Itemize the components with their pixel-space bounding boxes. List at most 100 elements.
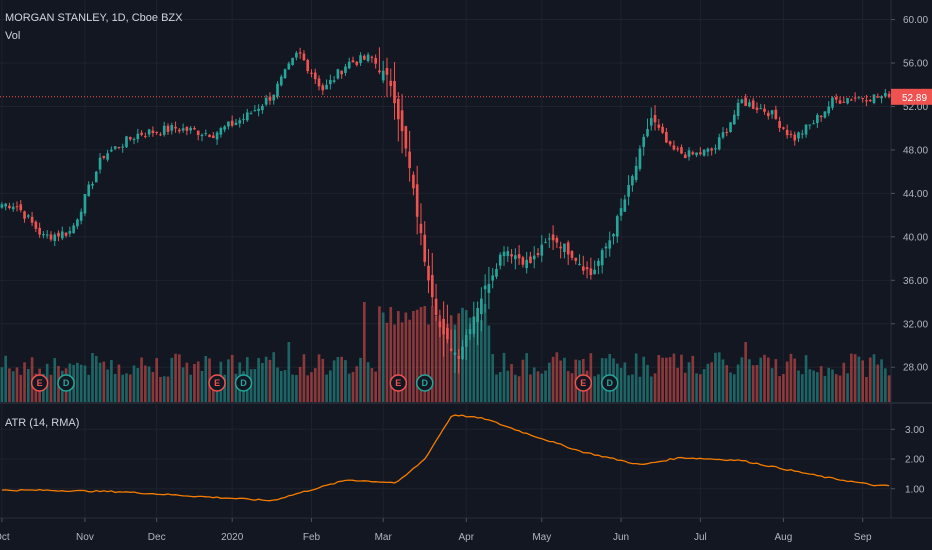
volume-bar xyxy=(283,370,287,402)
candle-body xyxy=(279,76,283,86)
volume-label[interactable]: Vol xyxy=(5,30,20,42)
candle-body xyxy=(370,56,374,58)
candle-body xyxy=(785,129,789,136)
candle-body xyxy=(789,134,793,136)
legend-main[interactable]: MORGAN STANLEY, 1D, Cboe BZX Vol xyxy=(5,12,183,42)
candle-body xyxy=(695,152,698,156)
candle-body xyxy=(706,148,710,152)
candle-body xyxy=(544,242,547,244)
candle-body xyxy=(121,146,125,148)
candle-body xyxy=(253,110,257,112)
volume-bar xyxy=(370,368,374,402)
grid-lines xyxy=(0,0,932,519)
candle-body xyxy=(272,94,276,101)
candle-body xyxy=(491,275,495,281)
candle-body xyxy=(597,260,600,266)
dividend-marker[interactable]: D xyxy=(415,374,434,392)
earnings-marker[interactable]: E xyxy=(30,374,49,392)
chart-title[interactable]: MORGAN STANLEY, 1D, Cboe BZX xyxy=(5,12,183,24)
candle-body xyxy=(668,141,672,145)
candle-body xyxy=(238,120,242,124)
volume-bar xyxy=(132,365,136,402)
volume-bar xyxy=(185,362,189,402)
earnings-marker[interactable]: E xyxy=(574,374,593,392)
candle-body xyxy=(219,128,223,135)
volume-bar xyxy=(778,376,781,402)
marker-label: E xyxy=(214,378,220,388)
volume-bar xyxy=(347,373,351,402)
candle-body xyxy=(8,205,11,209)
volume-bar xyxy=(710,362,713,402)
volume-bar xyxy=(695,373,698,402)
candle-body xyxy=(419,223,423,234)
candle-body xyxy=(408,151,411,169)
candle-body xyxy=(415,184,419,217)
candle-body xyxy=(298,52,302,54)
candle-body xyxy=(344,66,347,73)
volume-bar xyxy=(812,370,815,402)
volume-bar xyxy=(819,366,823,402)
price-axis[interactable]: 60.00 56.00 52.00 48.00 44.00 40.00 36.00 32.00… xyxy=(0,15,932,495)
volume-bar xyxy=(495,374,498,402)
volume-bar xyxy=(404,312,408,402)
candle-body xyxy=(529,256,532,263)
candle-body xyxy=(4,203,7,207)
time-axis[interactable]: Oct Nov Dec 2020 Feb Mar Apr May Jun Jul Aug Sep xyxy=(0,518,872,543)
candle-body xyxy=(812,123,815,125)
volume-bar xyxy=(680,354,683,402)
candle-body xyxy=(487,283,491,293)
candle-body xyxy=(87,184,91,197)
volume-bar xyxy=(559,360,562,402)
volume-bar xyxy=(287,342,291,402)
volume-bar xyxy=(140,357,143,402)
last-price-tag xyxy=(891,88,932,105)
volume-bar xyxy=(816,372,819,402)
dividend-marker[interactable]: D xyxy=(234,374,253,392)
atr-legend-label[interactable]: ATR (14, RMA) xyxy=(5,417,79,429)
candle-body xyxy=(710,148,713,151)
candle-body xyxy=(653,115,657,123)
candle-body xyxy=(683,154,687,159)
volume-bar xyxy=(166,376,170,402)
candle-body xyxy=(49,234,53,240)
candle-body xyxy=(26,215,30,217)
candle-body xyxy=(736,102,740,116)
candle-body xyxy=(740,99,744,103)
candle-body xyxy=(249,113,253,115)
volume-bar xyxy=(804,355,808,402)
volume-bar xyxy=(98,362,102,402)
volume-bar xyxy=(4,355,7,402)
candle-body xyxy=(446,327,449,340)
earnings-marker[interactable]: E xyxy=(389,374,408,392)
price-tick-label: 52.00 xyxy=(903,102,928,113)
volume-bar xyxy=(291,374,294,402)
volume-bar xyxy=(827,367,831,402)
marker-circle xyxy=(234,374,253,392)
earnings-marker[interactable]: E xyxy=(208,374,226,392)
candle-body xyxy=(453,352,457,355)
volume-bar xyxy=(306,375,310,402)
volume-bar xyxy=(502,352,506,402)
volume-bar xyxy=(740,357,744,402)
dividend-marker[interactable]: D xyxy=(600,374,619,392)
candle-body xyxy=(559,246,562,249)
candle-body xyxy=(34,221,38,229)
candle-body xyxy=(295,52,298,58)
candle-body xyxy=(291,57,294,65)
volume-bar xyxy=(336,357,340,402)
marker-label: E xyxy=(580,378,586,388)
candle-body xyxy=(865,100,868,102)
candle-body xyxy=(287,63,291,70)
volume-bar xyxy=(223,374,226,402)
volume-bar xyxy=(257,357,260,402)
candle-body xyxy=(76,219,79,227)
price-tick-label: 36.00 xyxy=(903,276,928,287)
candle-body xyxy=(593,269,596,275)
candle-body xyxy=(751,100,755,109)
candle-body xyxy=(551,234,555,241)
dividend-marker[interactable]: D xyxy=(57,374,75,392)
candle-body xyxy=(755,107,759,110)
candle-body xyxy=(729,122,732,133)
